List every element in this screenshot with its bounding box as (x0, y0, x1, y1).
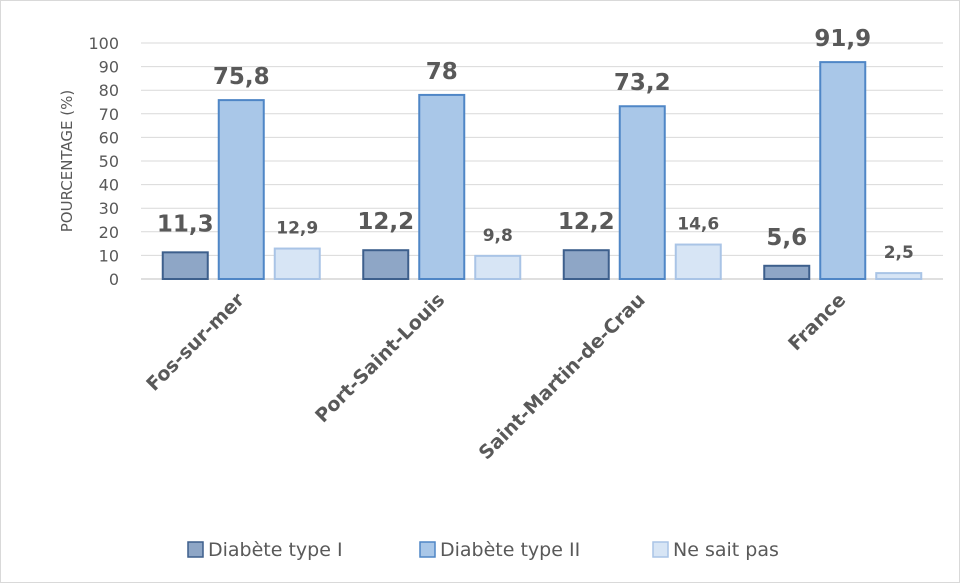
y-tick-label: 20 (99, 223, 119, 242)
data-labels: 11,3 75,8 12,9 12,2 78 9,8 12,2 73,2 14,6 5,6 91,9… (157, 26, 914, 263)
legend-label: Ne sait pas (673, 539, 779, 561)
legend-swatch (187, 541, 204, 558)
data-label: 78 (426, 59, 458, 85)
y-axis: 0 10 20 30 40 50 60 70 80 90 100 POURCENTAGE (%) (58, 34, 119, 289)
bar (217, 99, 265, 280)
y-tick-label: 30 (99, 199, 119, 218)
bar (474, 254, 522, 280)
legend-swatch (419, 541, 436, 558)
legend: Diabète type I Diabète type II Ne sait pas (187, 539, 779, 561)
y-tick-label: 60 (99, 128, 119, 147)
bar (674, 243, 722, 281)
x-tick-label: France (784, 289, 850, 355)
y-tick-label: 10 (99, 246, 119, 265)
bar (819, 61, 867, 281)
data-label: 9,8 (483, 226, 513, 246)
legend-label: Diabète type I (208, 539, 343, 561)
x-tick-label: Port-Saint-Louis (311, 289, 449, 427)
data-label: 11,3 (157, 211, 214, 237)
x-tick-label: Fos-sur-mer (142, 289, 249, 396)
data-label: 14,6 (677, 215, 719, 235)
x-tick-label: Saint-Martin-de-Crau (475, 289, 650, 464)
y-tick-label: 100 (88, 34, 119, 53)
bar (763, 264, 811, 280)
bar (418, 93, 466, 280)
bar (362, 249, 410, 280)
bars (161, 61, 923, 281)
data-label: 5,6 (766, 225, 807, 251)
data-label: 12,9 (276, 219, 318, 239)
data-label: 2,5 (884, 243, 914, 263)
data-label: 91,9 (814, 26, 871, 52)
x-axis: Fos-sur-mer Port-Saint-Louis Saint-Martin-… (142, 289, 850, 465)
y-tick-label: 50 (99, 152, 119, 171)
bar (875, 272, 923, 281)
data-label: 12,2 (357, 209, 414, 235)
y-tick-label: 70 (99, 105, 119, 124)
legend-swatch (652, 541, 669, 558)
y-tick-label: 90 (99, 58, 119, 77)
data-label: 73,2 (614, 70, 671, 96)
legend-label: Diabète type II (440, 539, 580, 561)
y-tick-label: 40 (99, 176, 119, 195)
y-axis-title: POURCENTAGE (%) (58, 90, 76, 233)
data-label: 12,2 (558, 209, 615, 235)
bar (618, 105, 666, 280)
data-label: 75,8 (213, 64, 270, 90)
y-tick-label: 0 (109, 270, 119, 289)
y-tick-label: 80 (99, 81, 119, 100)
bar (273, 247, 321, 280)
bar (161, 251, 209, 280)
bar (562, 249, 610, 280)
